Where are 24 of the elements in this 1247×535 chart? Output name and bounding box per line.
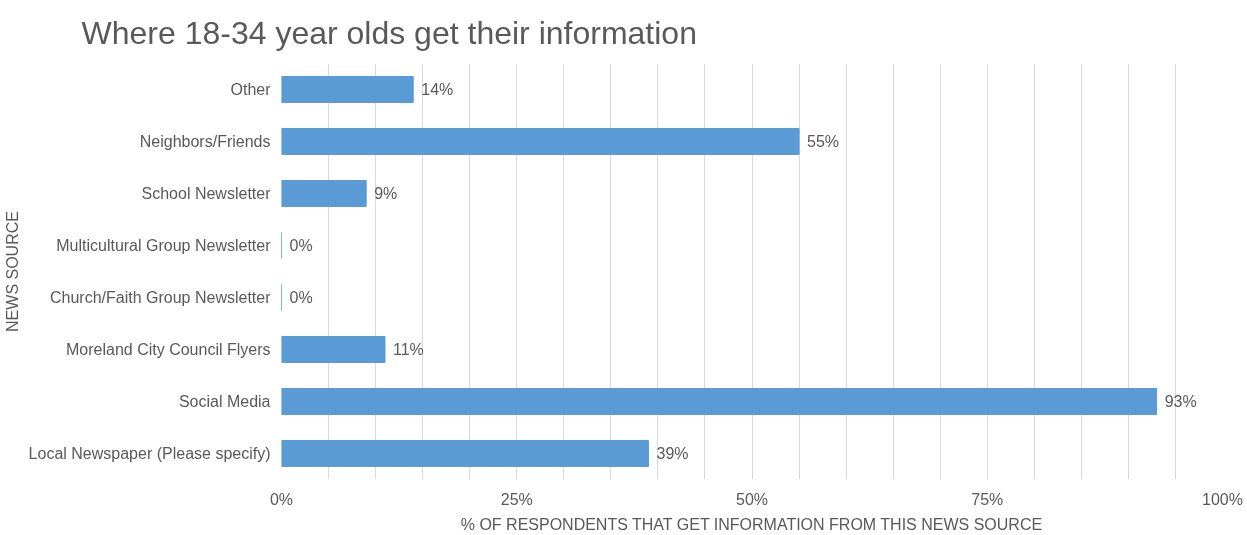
x-tick-label: 75% bbox=[971, 490, 1004, 508]
y-tick-label: Neighbors/Friends bbox=[139, 133, 271, 150]
y-tick-label: Local Newspaper (Please specify) bbox=[28, 445, 271, 462]
y-tick-label: Other bbox=[230, 81, 272, 98]
chart-title: Where 18-34 year olds get their information bbox=[81, 15, 697, 51]
data-label: 0% bbox=[289, 289, 313, 306]
y-tick-label: Church/Faith Group Newsletter bbox=[49, 289, 272, 306]
data-label: 39% bbox=[656, 445, 689, 462]
y-axis-title: NEWS SOURCE bbox=[3, 211, 21, 332]
x-tick-label: 25% bbox=[500, 490, 533, 508]
data-label: 0% bbox=[289, 237, 313, 254]
data-label: 14% bbox=[421, 81, 454, 98]
data-label: 55% bbox=[807, 133, 840, 150]
data-label: 11% bbox=[393, 341, 424, 358]
x-tick-label: 100% bbox=[1202, 490, 1243, 508]
data-label: 93% bbox=[1164, 393, 1197, 410]
data-label: 9% bbox=[374, 185, 398, 202]
y-tick-label: School Newsletter bbox=[141, 185, 272, 202]
x-axis-title: % OF RESPONDENTS THAT GET INFORMATION FROM THIS NEWS SOURCE bbox=[460, 515, 1043, 533]
y-tick-label: Moreland City Council Flyers bbox=[65, 341, 271, 358]
x-tick-label: 50% bbox=[735, 490, 769, 508]
x-tick-label: 0% bbox=[269, 490, 294, 508]
y-tick-label: Social Media bbox=[178, 393, 271, 410]
y-tick-label: Multicultural Group Newsletter bbox=[56, 237, 272, 254]
